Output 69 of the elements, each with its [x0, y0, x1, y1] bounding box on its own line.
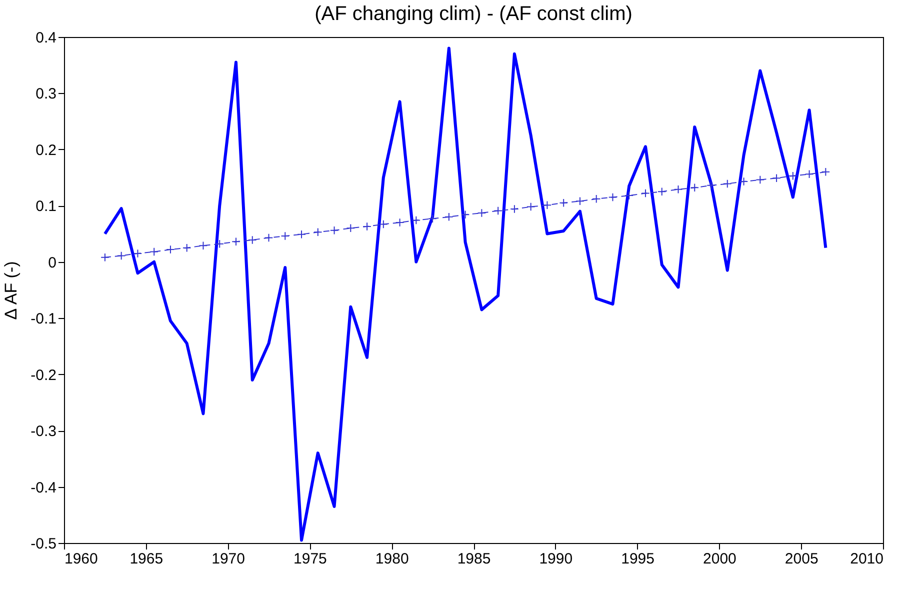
x-tick-label: 1980	[375, 550, 409, 568]
x-tick-label: 1960	[64, 550, 98, 568]
point	[690, 183, 700, 192]
y-tick-label: -0.3	[30, 423, 56, 440]
point	[526, 202, 536, 212]
point	[542, 200, 552, 210]
x-tick-label: 1985	[457, 550, 491, 568]
point	[756, 175, 765, 184]
point	[576, 196, 584, 206]
point	[182, 243, 192, 252]
point	[379, 220, 388, 229]
point	[624, 191, 634, 200]
y-tick-label: -0.5	[30, 536, 56, 552]
x-tick-label: 1975	[294, 550, 327, 568]
point	[739, 177, 748, 186]
point	[297, 230, 306, 239]
point	[100, 253, 110, 262]
x-tick-label: 1995	[621, 550, 654, 568]
x-tick-label: 1965	[130, 550, 164, 568]
x-tick-label: 1970	[212, 550, 245, 568]
point	[706, 181, 716, 190]
y-tick-label: -0.2	[30, 366, 56, 384]
point	[330, 226, 339, 235]
line-series	[103, 46, 828, 542]
point	[657, 187, 666, 196]
point	[641, 188, 650, 198]
point	[428, 214, 437, 223]
point	[116, 251, 126, 260]
point	[215, 240, 224, 248]
y-tick-label: 0.3	[36, 86, 56, 103]
point	[821, 168, 830, 176]
y-tick-label: 0.1	[36, 198, 56, 216]
point	[494, 206, 502, 216]
x-tick-label: 2000	[703, 550, 736, 568]
point	[412, 216, 421, 225]
y-tick-label: -0.1	[30, 310, 56, 328]
point	[477, 208, 486, 218]
point	[362, 222, 372, 231]
point	[592, 194, 601, 204]
point	[314, 228, 322, 236]
y-tick-label: 0	[48, 254, 56, 272]
x-tick-label: 1990	[539, 550, 573, 568]
point	[723, 179, 732, 188]
x-tick-label: 2010	[850, 550, 884, 568]
point	[280, 232, 290, 240]
point	[264, 233, 274, 242]
y-tick-label: -0.4	[30, 479, 56, 496]
point	[772, 174, 781, 182]
point	[198, 241, 208, 250]
chart-title: (AF changing clim) - (AF const clim)	[314, 3, 632, 25]
y-axis-title: Δ AF (-)	[2, 261, 21, 320]
y-tick-label: 0.4	[36, 30, 56, 46]
point	[510, 204, 519, 214]
point	[804, 170, 814, 179]
point	[248, 236, 257, 244]
point	[346, 224, 356, 233]
point	[674, 184, 683, 194]
point	[133, 249, 142, 258]
point	[559, 198, 568, 208]
x-tick-label: 2005	[784, 550, 818, 568]
point	[166, 245, 175, 254]
point	[150, 247, 158, 256]
point	[444, 212, 454, 222]
point	[395, 218, 404, 227]
point	[608, 192, 618, 202]
point	[232, 237, 240, 246]
point	[788, 171, 798, 180]
point	[460, 210, 470, 220]
y-tick-label: 0.2	[36, 142, 56, 159]
